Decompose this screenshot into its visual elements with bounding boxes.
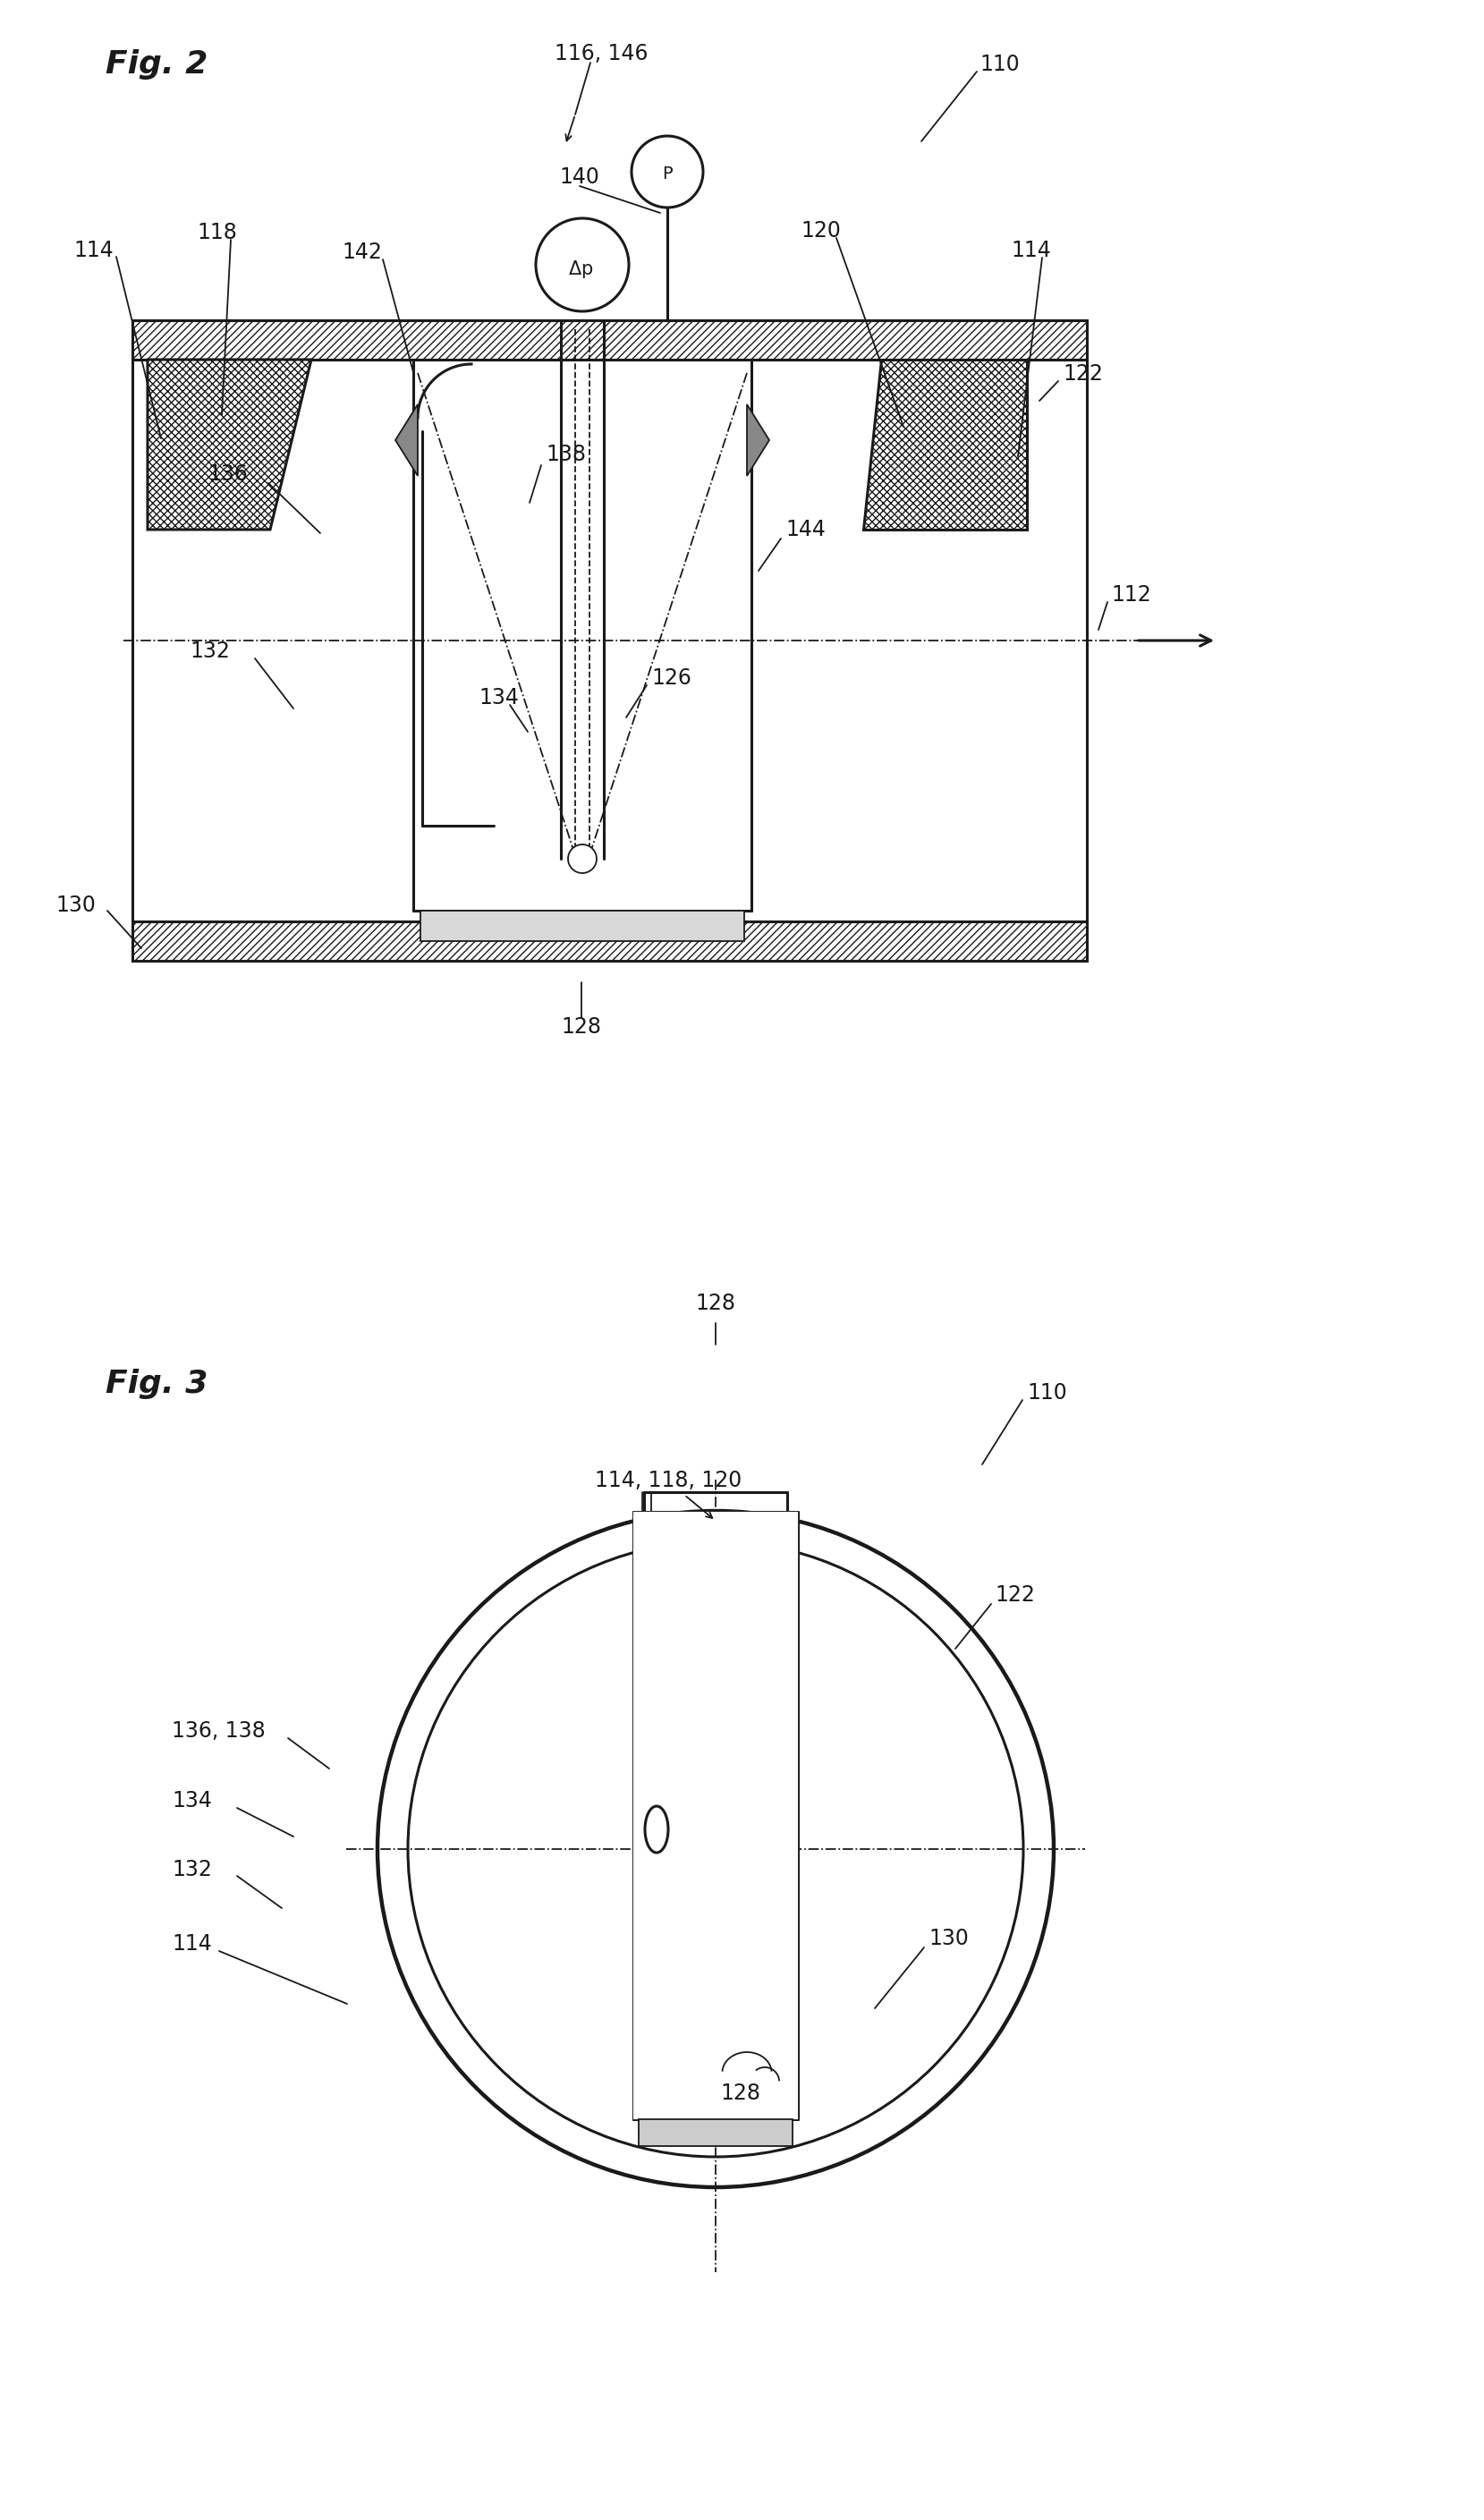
Text: 132: 132 — [190, 640, 230, 663]
Text: 134: 134 — [172, 1789, 212, 1812]
Text: 138: 138 — [546, 444, 586, 466]
Bar — [420, 910, 745, 940]
Polygon shape — [746, 403, 769, 476]
Circle shape — [536, 219, 629, 312]
Text: 140: 140 — [559, 166, 600, 189]
Text: 114, 118, 120: 114, 118, 120 — [595, 1469, 742, 1492]
Text: P: P — [662, 164, 672, 181]
Text: 144: 144 — [785, 519, 825, 539]
Text: 128: 128 — [696, 1293, 736, 1313]
Text: 110: 110 — [1027, 1381, 1067, 1404]
Text: $\Delta$p: $\Delta$p — [568, 260, 594, 280]
Text: 122: 122 — [1063, 363, 1103, 386]
Bar — [132, 320, 1086, 360]
Text: 134: 134 — [478, 688, 519, 708]
Bar — [634, 1512, 798, 2119]
Text: Fig. 3: Fig. 3 — [105, 1368, 208, 1399]
Polygon shape — [864, 360, 1027, 529]
Polygon shape — [395, 403, 417, 476]
Text: 122: 122 — [994, 1585, 1034, 1605]
Text: 130: 130 — [55, 895, 95, 917]
Text: 114: 114 — [172, 1933, 212, 1956]
Text: 130: 130 — [929, 1928, 969, 1950]
Text: 142: 142 — [341, 242, 381, 262]
Text: 136, 138: 136, 138 — [172, 1721, 266, 1741]
Polygon shape — [147, 360, 312, 529]
Text: 132: 132 — [172, 1860, 212, 1880]
Circle shape — [377, 1512, 1054, 2187]
Bar — [132, 922, 1086, 960]
Text: 128: 128 — [561, 1016, 601, 1038]
Text: 116, 146: 116, 146 — [555, 43, 649, 66]
Text: 114: 114 — [1011, 239, 1051, 262]
Text: 118: 118 — [197, 222, 237, 244]
Bar — [638, 2119, 792, 2147]
Circle shape — [408, 1542, 1024, 2157]
Text: 128: 128 — [721, 2082, 761, 2104]
Ellipse shape — [646, 1807, 668, 1852]
Circle shape — [632, 136, 703, 207]
Text: 136: 136 — [208, 464, 248, 484]
Text: 112: 112 — [1112, 585, 1152, 605]
Circle shape — [568, 844, 597, 872]
Text: Fig. 2: Fig. 2 — [105, 50, 208, 81]
Text: 114: 114 — [73, 239, 113, 262]
Text: 126: 126 — [651, 668, 692, 688]
Text: 110: 110 — [979, 53, 1020, 76]
Text: 120: 120 — [800, 219, 841, 242]
